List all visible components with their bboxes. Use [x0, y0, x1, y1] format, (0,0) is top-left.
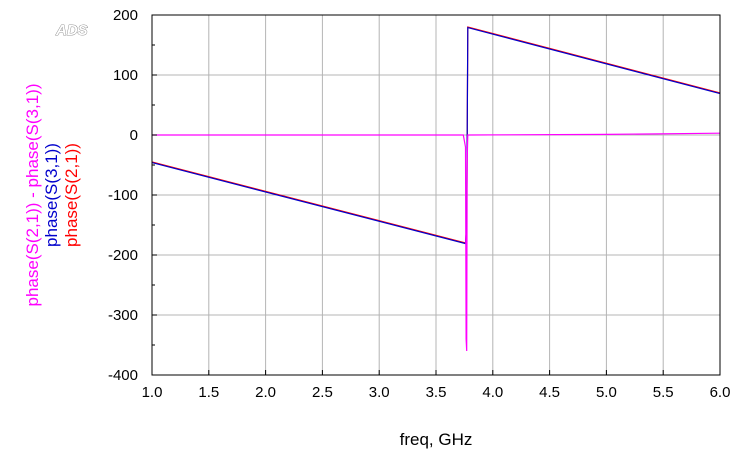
y-axis-title-2: phase(S(3,1)) [42, 143, 61, 247]
y-tick-label: 100 [113, 67, 138, 84]
x-tick-label: 6.0 [710, 384, 731, 401]
y-axis-titles: phase(S(2,1)) - phase(S(3,1)) phase(S(3,1… [23, 84, 81, 307]
y-axis-title-1: phase(S(2,1)) - phase(S(3,1)) [23, 84, 42, 307]
x-tick-label: 4.0 [482, 384, 503, 401]
y-tick-label: -400 [108, 367, 138, 384]
x-tick-label: 3.0 [369, 384, 390, 401]
y-tick-label: 200 [113, 7, 138, 24]
x-tick-label: 5.5 [653, 384, 674, 401]
y-axis-title-3: phase(S(2,1)) [62, 143, 81, 247]
y-tick-label: -100 [108, 187, 138, 204]
x-tick-label: 3.5 [426, 384, 447, 401]
grid [152, 15, 720, 375]
ads-logo: ADS [55, 22, 88, 39]
y-tick-label: -300 [108, 307, 138, 324]
x-tick-label: 4.5 [539, 384, 560, 401]
x-tick-label: 1.5 [198, 384, 219, 401]
x-tick-label: 5.0 [596, 384, 617, 401]
x-tick-label: 2.0 [255, 384, 276, 401]
x-tick-label: 1.0 [142, 384, 163, 401]
x-axis-title: freq, GHz [400, 430, 473, 449]
tick-labels: 1.0 1.5 2.0 2.5 3.0 3.5 4.0 4.5 5.0 5.5 6.0 -400 -30… [108, 7, 730, 401]
series-line-phase-s-2-1-phase-s-3-1 [152, 132, 721, 352]
y-tick-label: 0 [130, 127, 138, 144]
x-tick-label: 2.5 [312, 384, 333, 401]
y-tick-label: -200 [108, 247, 138, 264]
series-layer [151, 26, 721, 352]
